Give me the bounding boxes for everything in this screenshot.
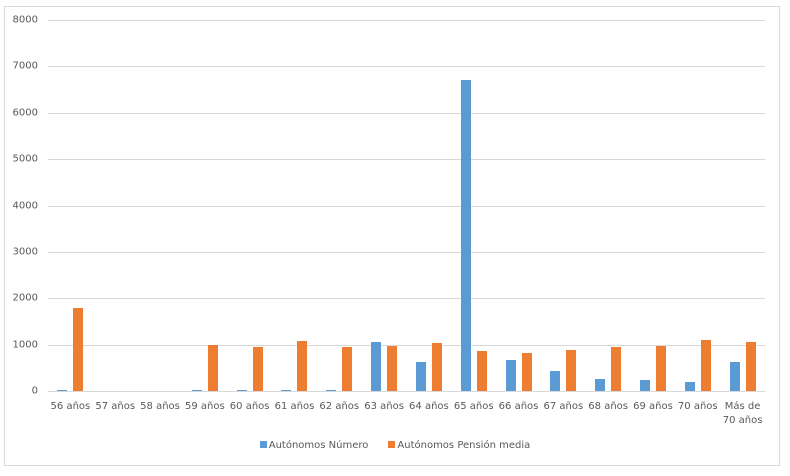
- legend-swatch-icon: [388, 441, 396, 448]
- bar-autonomos-numero: [281, 389, 292, 391]
- x-tick-label-line: 66 años: [498, 401, 539, 412]
- y-tick-label: 8000: [12, 14, 38, 26]
- x-tick-label: 70 años: [675, 400, 720, 414]
- bar-autonomos-numero: [371, 341, 382, 391]
- x-tick-label: 66 años: [496, 400, 541, 414]
- x-tick-label-line: 68 años: [588, 401, 628, 412]
- gridline: [48, 298, 765, 300]
- y-tick-label: 4000: [12, 200, 38, 211]
- x-tick-label: 61 años: [272, 400, 317, 414]
- x-tick-label: 56 años: [48, 400, 93, 414]
- gridline: [48, 112, 765, 114]
- x-tick-label-line: 63 años: [364, 401, 404, 412]
- bar-autonomos-numero: [191, 389, 202, 391]
- x-tick-label: 63 años: [362, 400, 407, 414]
- bar-autonomos-pension: [297, 340, 308, 391]
- bar-autonomos-pension: [431, 342, 442, 391]
- x-tick-label: 58 años: [138, 400, 183, 414]
- x-tick-label: 57 años: [93, 400, 138, 414]
- x-tick-label-line: 62 años: [319, 401, 360, 412]
- bar-autonomos-numero: [505, 359, 516, 391]
- legend-swatch-icon: [259, 441, 267, 448]
- bar-autonomos-numero: [639, 379, 650, 391]
- legend-label: Autónomos Pensión media: [397, 440, 531, 451]
- x-tick-label-line: 67 años: [543, 401, 584, 412]
- plot-area: [48, 20, 765, 392]
- bar-autonomos-pension: [611, 346, 622, 391]
- bar-autonomos-numero: [415, 361, 426, 391]
- gridline: [48, 391, 765, 392]
- bar-autonomos-pension: [700, 340, 711, 391]
- bar-autonomos-numero: [57, 389, 68, 391]
- gridline: [48, 66, 765, 68]
- x-tick-label-line: 60 años: [229, 401, 270, 412]
- bar-autonomos-pension: [521, 352, 532, 391]
- legend-item: Autónomos Número: [259, 440, 369, 451]
- x-tick-label: 59 años: [182, 400, 227, 414]
- legend-label: Autónomos Número: [268, 440, 369, 451]
- x-tick-label: 62 años: [317, 400, 362, 414]
- y-tick-label: 0: [31, 385, 38, 397]
- x-tick-label-line: 56 años: [50, 401, 91, 412]
- gridline: [48, 20, 765, 21]
- bar-autonomos-numero: [236, 389, 247, 391]
- y-tick-label: 1000: [12, 339, 38, 351]
- gridline: [48, 205, 765, 207]
- legend-item: Autónomos Pensión media: [388, 440, 530, 451]
- x-tick-label: 67 años: [541, 400, 586, 414]
- x-tick-label: 60 años: [227, 400, 272, 414]
- bar-autonomos-numero: [595, 378, 606, 391]
- x-tick-label: 69 años: [631, 400, 676, 414]
- bar-autonomos-numero: [684, 381, 695, 391]
- x-tick-label-line: 70 años: [677, 401, 718, 412]
- y-tick-label: 7000: [12, 60, 38, 72]
- gridline: [48, 344, 765, 346]
- legend: Autónomos Número Autónomos Pensión media: [0, 440, 790, 451]
- bar-autonomos-pension: [745, 341, 756, 391]
- bar-autonomos-pension: [566, 349, 577, 391]
- bar-autonomos-numero: [550, 370, 561, 391]
- x-tick-label-line: 70 años: [722, 415, 763, 426]
- bar-autonomos-pension: [342, 346, 353, 391]
- x-tick-label-line: 64 años: [409, 401, 449, 412]
- bar-autonomos-pension: [207, 345, 218, 391]
- y-tick-label: 5000: [12, 153, 38, 165]
- y-tick-label: 6000: [12, 107, 38, 119]
- x-tick-label: 68 años: [586, 400, 631, 414]
- x-tick-label: 64 años: [407, 400, 452, 414]
- bar-autonomos-numero: [460, 79, 471, 391]
- bar-autonomos-pension: [73, 308, 84, 391]
- bar-autonomos-numero: [326, 389, 337, 391]
- bar-autonomos-pension: [387, 346, 398, 391]
- x-tick-label: Más de 70 años: [720, 400, 765, 428]
- bar-autonomos-pension: [252, 346, 263, 391]
- x-tick-label-line: 59 años: [184, 401, 225, 412]
- x-tick-label-line: 58 años: [140, 401, 180, 412]
- gridline: [48, 251, 765, 253]
- bar-autonomos-pension: [476, 350, 487, 391]
- x-tick-label-line: 61 años: [274, 401, 315, 412]
- x-tick-label-line: 65 años: [453, 401, 494, 412]
- x-tick-label: 65 años: [451, 400, 496, 414]
- x-tick-label-line: 57 años: [95, 401, 136, 412]
- y-tick-label: 3000: [12, 246, 38, 258]
- gridline: [48, 159, 765, 161]
- x-tick-label-line: 69 años: [633, 401, 673, 412]
- bar-autonomos-numero: [729, 361, 740, 391]
- bar-autonomos-pension: [655, 346, 666, 391]
- y-tick-label: 2000: [12, 292, 38, 304]
- x-tick-label-line: Más de: [724, 401, 761, 412]
